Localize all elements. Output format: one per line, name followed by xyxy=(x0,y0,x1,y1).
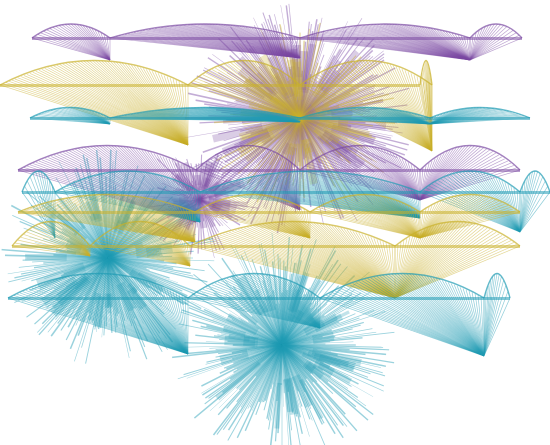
ribbon-teal-3 xyxy=(7,272,511,357)
ribbon-layer xyxy=(0,23,550,357)
ribbon-purple-1 xyxy=(31,23,523,61)
ribbon-olive-3 xyxy=(11,220,521,299)
ribbon-olive-1 xyxy=(0,59,433,152)
ribbon-teal-1 xyxy=(29,106,531,125)
